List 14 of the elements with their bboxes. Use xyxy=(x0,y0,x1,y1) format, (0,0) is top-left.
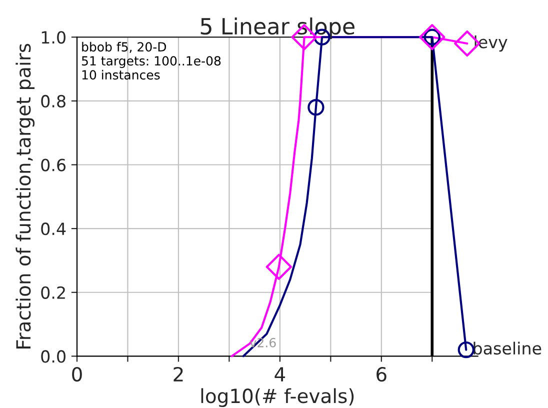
x-tick-label: 4 xyxy=(274,367,286,382)
y-axis-title: Fraction of function,target pairs xyxy=(16,44,35,348)
y-tick-label: 0.0 xyxy=(41,350,66,363)
annotation: bbob f5, 20-D 51 targets: 100..1e-08 10 instances xyxy=(82,42,221,80)
x-axis-title: log10(# f-evals) xyxy=(201,388,354,408)
series-label: baseline xyxy=(474,342,542,355)
y-tick-label: 0.6 xyxy=(41,158,66,172)
x-tick-label: 0 xyxy=(72,366,82,382)
x-tick-label: 6 xyxy=(376,366,386,382)
y-tick-label: 0.8 xyxy=(41,94,66,108)
y-tick-label: 0.2 xyxy=(41,286,65,299)
x-tick-label: 2 xyxy=(174,366,183,382)
y-tick-label: 1.0 xyxy=(42,31,66,44)
y-tick-label: 0.4 xyxy=(41,222,66,236)
